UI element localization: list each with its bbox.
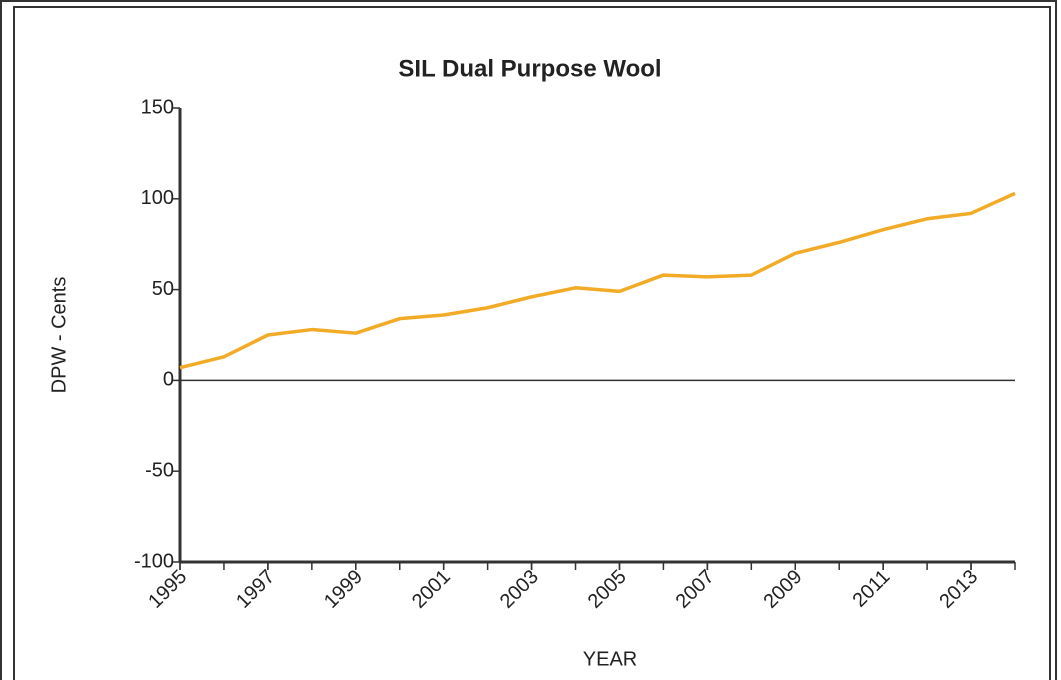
data-line bbox=[179, 191, 1016, 370]
y-tick-label: 100 bbox=[141, 187, 174, 209]
x-tick-label: 2003 bbox=[496, 566, 543, 613]
chart-title: SIL Dual Purpose Wool bbox=[398, 55, 661, 82]
x-tick-label: 2007 bbox=[672, 566, 719, 613]
y-axis-label: DPW - Cents bbox=[48, 277, 70, 394]
x-tick-label: 2011 bbox=[848, 566, 894, 612]
y-tick-label: 50 bbox=[152, 278, 174, 300]
y-tick-label: 150 bbox=[141, 96, 174, 118]
y-tick-label: -100 bbox=[134, 550, 174, 572]
x-tick-label: 2001 bbox=[408, 566, 455, 613]
x-axis-label: YEAR bbox=[583, 648, 637, 670]
x-tick-label: 1999 bbox=[320, 566, 367, 613]
x-tick-label: 2009 bbox=[760, 566, 807, 613]
x-tick-label: 2005 bbox=[584, 566, 631, 613]
frame-inner bbox=[13, 6, 1051, 680]
x-tick-label: 1995 bbox=[144, 566, 191, 613]
x-tick-label: 1997 bbox=[232, 566, 279, 613]
y-tick-label: -50 bbox=[145, 459, 174, 481]
x-tick-label: 2013 bbox=[935, 566, 982, 613]
y-tick-label: 0 bbox=[163, 369, 174, 391]
